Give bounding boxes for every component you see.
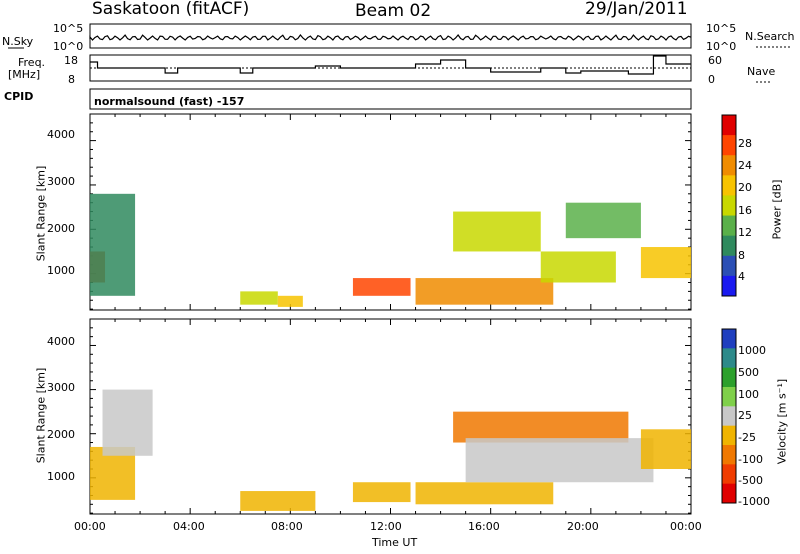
nsky-label: N.Sky (2, 35, 34, 48)
nsky-panel-frame (89, 23, 692, 49)
velocity-region (352, 482, 411, 503)
velocity-region (240, 491, 316, 511)
xtick: 20:00 (567, 520, 599, 533)
velocity-cbar-tick: -1000 (738, 495, 770, 508)
freq-label-line1: Freq. (18, 56, 46, 69)
xlabel: Time UT (372, 536, 418, 549)
velocity-region (640, 429, 691, 469)
power-colorbar-segment (722, 135, 736, 156)
power-colorbar-segment (722, 215, 736, 237)
velocity-ytick: 3000 (47, 381, 75, 394)
power-colorbar-segment (722, 155, 736, 176)
power-colorbar-segment (722, 255, 736, 277)
velocity-region (415, 482, 554, 505)
velocity-cbar-tick: 1000 (738, 344, 766, 357)
power-region (352, 278, 411, 296)
velocity-colorbar-segment (722, 464, 736, 485)
power-ytick: 4000 (47, 128, 75, 141)
xtick: 00:00 (670, 520, 702, 533)
xtick: 12:00 (370, 520, 402, 533)
power-colorbar-segment (722, 115, 736, 136)
power-region (90, 193, 136, 296)
velocity-region (453, 411, 629, 443)
velocity-colorbar-segment (722, 425, 736, 446)
nave-tick-low: 0 (708, 73, 715, 86)
velocity-cbar-tick: -100 (738, 453, 763, 466)
velocity-colorbar-frame (721, 328, 737, 504)
date-title: 29/Jan/2011 (585, 0, 688, 19)
nave-tick-high: 60 (708, 54, 722, 67)
velocity-colorbar-segment (722, 367, 736, 388)
power-colorbar-segment (722, 175, 736, 196)
velocity-cbar-tick: 100 (738, 388, 759, 401)
power-cbar-tick: 20 (738, 181, 752, 194)
xtick: 00:00 (74, 520, 106, 533)
power-region (540, 251, 616, 283)
freq-tick-low: 8 (68, 73, 75, 86)
xtick: 16:00 (468, 520, 500, 533)
nsearch-tick-low: 10^0 (706, 40, 737, 53)
freq-step-trace (90, 55, 691, 75)
power-region (565, 202, 641, 239)
power-ytick: 1000 (47, 264, 75, 277)
velocity-colorbar-segment (722, 348, 736, 369)
nsky-trace (89, 34, 692, 41)
power-region (415, 278, 554, 305)
power-colorbar-segment (722, 275, 736, 297)
power-region (277, 295, 303, 307)
velocity-cbar-tick: 25 (738, 409, 752, 422)
power-cbar-tick: 4 (738, 270, 745, 283)
velocity-cbar-tick: 500 (738, 366, 759, 379)
velocity-cbar-tick: -25 (738, 431, 756, 444)
power-colorbar-frame (721, 114, 737, 297)
freq-tick-high: 18 (64, 54, 78, 67)
velocity-colorbar-segment (722, 445, 736, 465)
nsearch-tick-high: 10^5 (706, 22, 737, 35)
cpid-value: normalsound (fast) -157 (94, 95, 245, 108)
velocity-region (102, 389, 153, 456)
power-cbar-tick: 24 (738, 159, 752, 172)
power-ytick: 3000 (47, 175, 75, 188)
power-cbar-tick: 28 (738, 137, 752, 150)
xtick: 04:00 (173, 520, 205, 533)
nsearch-label: N.Search (745, 30, 795, 43)
velocity-colorbar-segment (722, 329, 736, 349)
velocity-ytick: 1000 (47, 470, 75, 483)
cpid-label: CPID (4, 90, 34, 103)
power-colorbar-segment (722, 235, 736, 257)
velocity-region (465, 438, 654, 483)
power-region (453, 211, 541, 252)
velocity-ytick: 2000 (47, 428, 75, 441)
nsky-tick-high: 10^5 (53, 22, 84, 35)
beam-title: Beam 02 (355, 1, 432, 21)
velocity-colorbar-segment (722, 483, 736, 504)
power-colorbar-segment (722, 195, 736, 217)
power-cbar-tick: 8 (738, 249, 745, 262)
velocity-colorbar-segment (722, 406, 736, 427)
power-cbar-tick: 12 (738, 226, 752, 239)
freq-label-line2: [MHz] (8, 68, 41, 81)
xtick: 08:00 (271, 520, 303, 533)
velocity-colorbar-segment (722, 387, 736, 407)
nave-label: Nave (747, 65, 776, 78)
cpid-panel-frame (89, 88, 692, 110)
velocity-ytick: 4000 (47, 335, 75, 348)
power-cbar-tick: 16 (738, 204, 752, 217)
power-region (640, 247, 691, 279)
station-title: Saskatoon (fitACF) (92, 0, 250, 19)
power-ytick: 2000 (47, 222, 75, 235)
velocity-cbar-tick: -500 (738, 474, 763, 487)
nsky-tick-low: 10^0 (53, 40, 84, 53)
power-region (240, 291, 278, 305)
